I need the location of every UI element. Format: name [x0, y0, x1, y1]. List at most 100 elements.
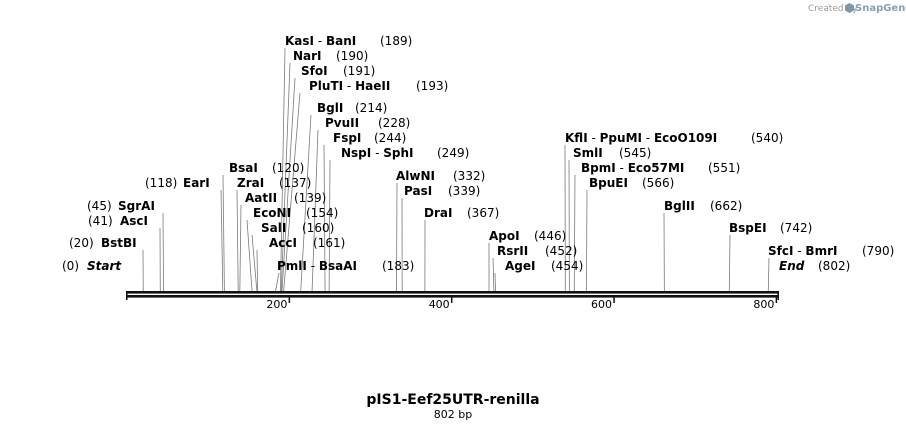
enzyme-name: SalI [261, 221, 286, 235]
site-position-bgli: (214) [355, 101, 387, 115]
enzyme-name: BstBI [101, 236, 137, 250]
site-name-sfci: SfcI - BmrI [768, 244, 837, 258]
site-position-sfoi: (191) [343, 64, 375, 78]
site-line-bspei [728, 234, 731, 292]
enzyme-name: Start [87, 259, 122, 273]
site-position-bglii: (662) [710, 199, 742, 213]
site-name-alwni: AlwNI [396, 169, 435, 183]
site-name-sfoi: SfoI [301, 64, 328, 78]
enzyme-name: AccI [269, 236, 297, 250]
enzyme-name: SmlI [573, 146, 603, 160]
site-position-aatii: (139) [294, 191, 326, 205]
site-line-nari [280, 62, 291, 292]
site-position-nari: (190) [336, 49, 368, 63]
site-name-kasi: KasI - BanI [285, 34, 356, 48]
map-title: pIS1-Eef25UTR-renilla [366, 392, 539, 408]
backbone-top-strand [126, 291, 779, 294]
site-line-sfoi [281, 77, 296, 292]
site-name-end: End [779, 259, 805, 273]
enzyme-name: Eco57MI [628, 161, 685, 175]
site-line-pluti [283, 92, 301, 292]
site-name-kfli: KflI - PpuMI - EcoO109I [565, 131, 717, 145]
site-name-aatii: AatII [245, 191, 277, 205]
scale-tick [775, 297, 778, 303]
site-name-pvuii: PvuII [325, 116, 359, 130]
site-position-bspei: (742) [780, 221, 812, 235]
site-name-econi: EcoNI [253, 206, 291, 220]
site-line-sali [251, 234, 258, 292]
site-line-agei [494, 272, 496, 292]
enzyme-name: PpuMI [600, 131, 642, 145]
site-position-sfci: (790) [862, 244, 894, 258]
site-position-bpuei: (566) [642, 176, 674, 190]
site-position-pluti: (193) [416, 79, 448, 93]
site-line-bpuei [586, 189, 588, 292]
enzyme-name: KflI [565, 131, 588, 145]
enzyme-name: BsaI [229, 161, 258, 175]
site-name-bsai: BsaI [229, 161, 258, 175]
enzyme-name: BsaAI [319, 259, 357, 273]
site-name-bspei: BspEI [729, 221, 767, 235]
site-name-start: Start [87, 259, 122, 273]
site-lines [142, 47, 770, 292]
site-line-acci [256, 249, 259, 292]
enzyme-name: SfcI [768, 244, 793, 258]
site-name-zrai: ZraI [237, 176, 264, 190]
backbone-end-cap [777, 291, 779, 300]
credit-prefix: Created by [808, 4, 858, 14]
enzyme-name: NarI [293, 49, 322, 63]
site-position-apoi: (446) [534, 229, 566, 243]
site-line-pmli [275, 272, 280, 292]
enzyme-name: EarI [183, 176, 210, 190]
site-line-bsai [222, 174, 225, 292]
enzyme-name: BpmI [581, 161, 616, 175]
enzyme-name: AatII [245, 191, 277, 205]
scale-ticks: 200 400 600 800 [266, 297, 778, 311]
site-position-eari: (118) [145, 176, 177, 190]
enzyme-name: BglII [664, 199, 695, 213]
site-name-fspi: FspI [333, 131, 361, 145]
site-line-kasi [280, 47, 286, 292]
enzyme-name: AgeI [505, 259, 535, 273]
snapgene-logo-icon [845, 3, 854, 13]
enzyme-name: BmrI [805, 244, 837, 258]
site-position-fspi: (244) [374, 131, 406, 145]
site-position-drai: (367) [467, 206, 499, 220]
site-position-kasi: (189) [380, 34, 412, 48]
scale-tick [450, 297, 453, 303]
enzyme-name: DraI [424, 206, 452, 220]
site-position-pasi: (339) [448, 184, 480, 198]
site-name-smli: SmlI [573, 146, 603, 160]
site-position-zrai: (137) [279, 176, 311, 190]
site-name-bpuei: BpuEI [589, 176, 628, 190]
scale-tick-label: 600 [591, 298, 612, 311]
credit-brand: SnapGene [855, 3, 906, 14]
site-name-agei: AgeI [505, 259, 535, 273]
site-name-pmli: PmlI - BsaAI [277, 259, 357, 273]
site-line-eari [220, 189, 224, 292]
site-name-nari: NarI [293, 49, 322, 63]
enzyme-name: EcoNI [253, 206, 291, 220]
site-name-asci: AscI [120, 214, 148, 228]
site-position-acci: (161) [313, 236, 345, 250]
enzyme-name: PvuII [325, 116, 359, 130]
scale-tick-label: 800 [753, 298, 774, 311]
enzyme-name: ZraI [237, 176, 264, 190]
enzyme-name: SgrAI [118, 199, 155, 213]
backbone-start-cap [126, 291, 128, 300]
site-name-bgli: BglI [317, 101, 343, 115]
site-position-kfli: (540) [751, 131, 783, 145]
site-position-smli: (545) [619, 146, 651, 160]
site-position-nspi: (249) [437, 146, 469, 160]
site-line-aatii [239, 204, 242, 292]
site-position-start: (0) [62, 259, 79, 273]
enzyme-name: BglI [317, 101, 343, 115]
enzyme-name: BanI [326, 34, 356, 48]
enzyme-name: SfoI [301, 64, 328, 78]
site-name-acci: AccI [269, 236, 297, 250]
enzyme-name: AlwNI [396, 169, 435, 183]
scale-tick-label: 200 [266, 298, 287, 311]
enzyme-name: PasI [404, 184, 432, 198]
site-line-alwni [396, 182, 398, 292]
site-name-apoi: ApoI [489, 229, 520, 243]
